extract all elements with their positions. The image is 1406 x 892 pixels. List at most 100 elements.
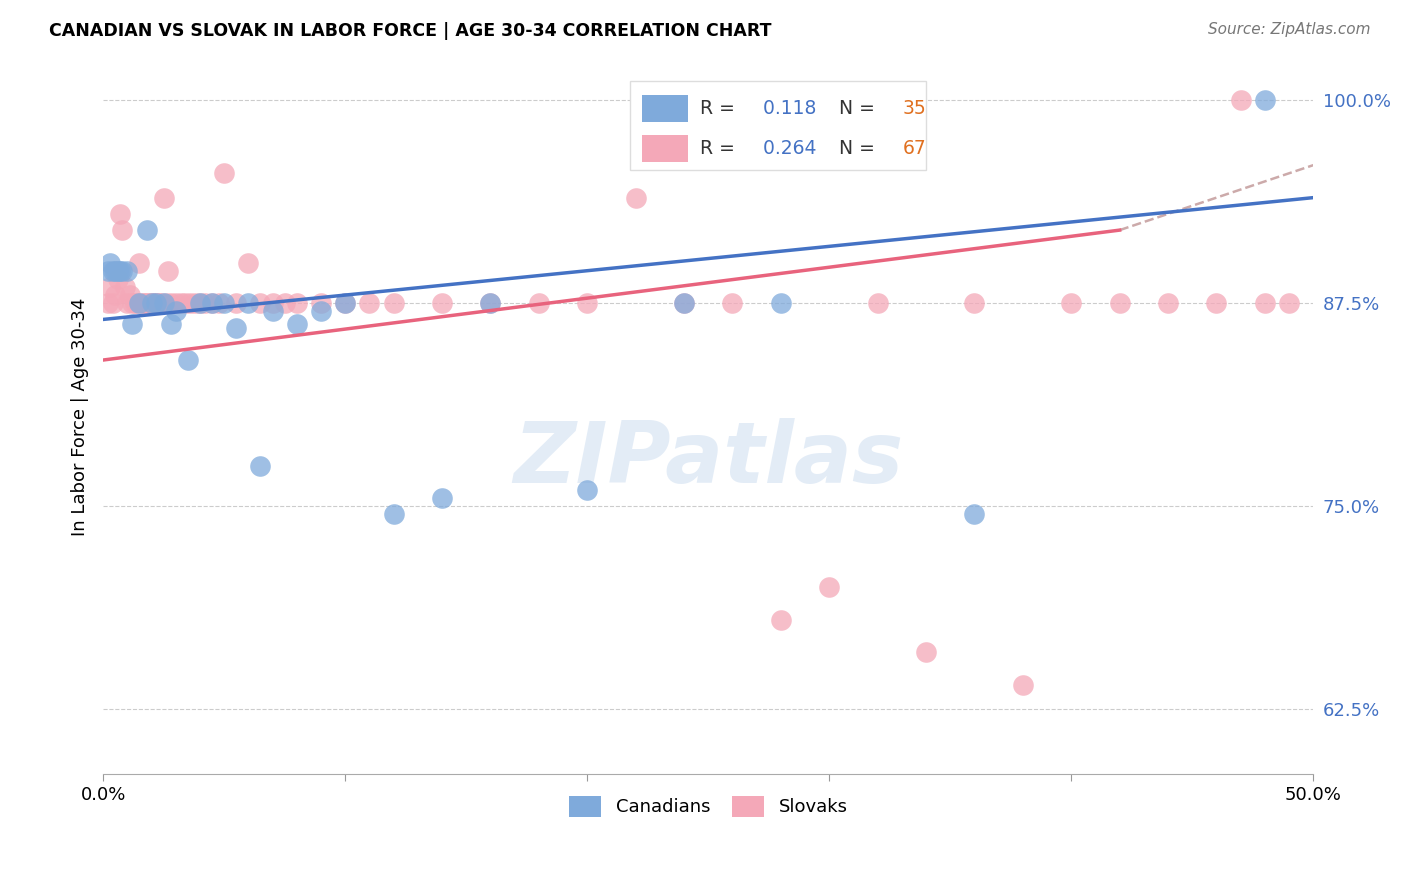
FancyBboxPatch shape: [641, 136, 688, 162]
Text: CANADIAN VS SLOVAK IN LABOR FORCE | AGE 30-34 CORRELATION CHART: CANADIAN VS SLOVAK IN LABOR FORCE | AGE …: [49, 22, 772, 40]
Point: [131, 296, 153, 310]
Point: [201, 296, 224, 310]
Point: [430, 296, 453, 310]
Point: [184, 296, 207, 310]
Point: [769, 613, 792, 627]
Point: [576, 296, 599, 310]
Text: R =: R =: [700, 139, 741, 159]
Point: [135, 296, 157, 310]
Point: [262, 296, 284, 310]
Point: [915, 645, 938, 659]
Point: [141, 296, 163, 310]
Point: [672, 296, 695, 310]
Point: [107, 263, 129, 277]
Point: [249, 296, 271, 310]
Point: [111, 223, 134, 237]
Text: Source: ZipAtlas.com: Source: ZipAtlas.com: [1208, 22, 1371, 37]
FancyBboxPatch shape: [641, 95, 688, 122]
Point: [155, 296, 177, 310]
Point: [1254, 296, 1277, 310]
Point: [134, 296, 156, 310]
Point: [309, 296, 332, 310]
Point: [208, 296, 231, 310]
Point: [769, 296, 792, 310]
Y-axis label: In Labor Force | Age 30-34: In Labor Force | Age 30-34: [72, 298, 89, 536]
Text: ZIPatlas: ZIPatlas: [513, 418, 903, 501]
Point: [179, 296, 201, 310]
Point: [285, 296, 308, 310]
Point: [1011, 678, 1033, 692]
Point: [125, 296, 148, 310]
Point: [1229, 93, 1251, 107]
Point: [177, 353, 200, 368]
Point: [963, 508, 986, 522]
Point: [145, 296, 167, 310]
Point: [114, 280, 136, 294]
Point: [201, 296, 224, 310]
Point: [194, 296, 217, 310]
Point: [107, 272, 129, 286]
Point: [145, 296, 167, 310]
Point: [576, 483, 599, 497]
Point: [104, 263, 127, 277]
Point: [238, 255, 260, 269]
Point: [1278, 296, 1301, 310]
Text: 35: 35: [903, 99, 927, 118]
Point: [148, 296, 170, 310]
Point: [333, 296, 356, 310]
Text: N =: N =: [827, 99, 880, 118]
Point: [273, 296, 295, 310]
Point: [333, 296, 356, 310]
Point: [225, 320, 247, 334]
Point: [174, 296, 197, 310]
Point: [104, 288, 127, 302]
Point: [150, 296, 173, 310]
Point: [100, 280, 122, 294]
Point: [818, 580, 841, 594]
Point: [1108, 296, 1130, 310]
Point: [672, 296, 695, 310]
Point: [124, 296, 146, 310]
Point: [1157, 296, 1180, 310]
Text: 67: 67: [903, 139, 927, 159]
Point: [359, 296, 381, 310]
Point: [309, 304, 332, 318]
Point: [101, 296, 124, 310]
Point: [249, 458, 271, 473]
Point: [128, 296, 150, 310]
Point: [152, 296, 174, 310]
Point: [117, 296, 139, 310]
Point: [479, 296, 502, 310]
Point: [128, 255, 150, 269]
Point: [382, 508, 405, 522]
Point: [111, 263, 134, 277]
Text: R =: R =: [700, 99, 741, 118]
Point: [100, 255, 122, 269]
Point: [212, 166, 235, 180]
Point: [97, 296, 120, 310]
Point: [169, 296, 191, 310]
Point: [430, 491, 453, 505]
Point: [238, 296, 260, 310]
Point: [527, 296, 550, 310]
Point: [108, 207, 131, 221]
Point: [382, 296, 405, 310]
Point: [97, 263, 120, 277]
Point: [118, 288, 141, 302]
Point: [212, 296, 235, 310]
Point: [117, 263, 139, 277]
Point: [285, 318, 308, 332]
Point: [1254, 93, 1277, 107]
Point: [157, 263, 180, 277]
Point: [142, 296, 165, 310]
Point: [262, 304, 284, 318]
Point: [225, 296, 247, 310]
Point: [165, 296, 187, 310]
Point: [188, 296, 211, 310]
Point: [160, 318, 183, 332]
Point: [121, 318, 143, 332]
FancyBboxPatch shape: [630, 81, 927, 170]
Point: [135, 223, 157, 237]
Point: [624, 191, 647, 205]
Point: [101, 263, 124, 277]
